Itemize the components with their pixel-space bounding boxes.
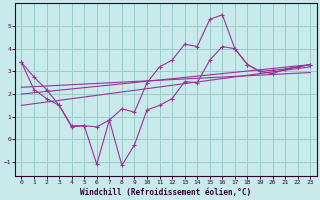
X-axis label: Windchill (Refroidissement éolien,°C): Windchill (Refroidissement éolien,°C) <box>80 188 252 197</box>
